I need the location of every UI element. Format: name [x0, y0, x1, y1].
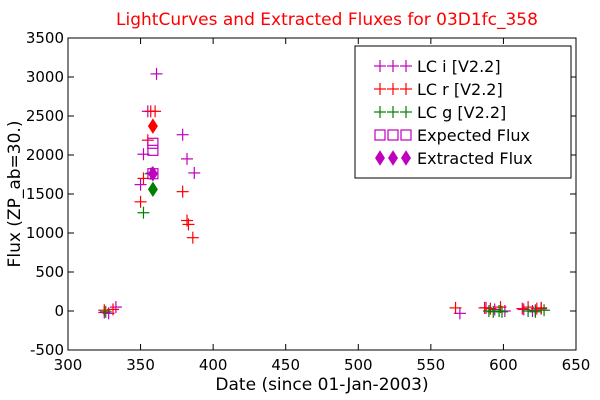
- y-axis-label: Flux (ZP_ab=30.): [5, 121, 25, 268]
- y-tick-label: 3000: [26, 68, 64, 86]
- x-tick-label: 400: [199, 356, 228, 374]
- x-tick-label: 550: [417, 356, 446, 374]
- data-point: [495, 305, 508, 318]
- data-point: [134, 195, 147, 208]
- y-axis-ticks: -500 0 500 1000 1500 2000 2500 3000 3500: [26, 29, 576, 359]
- data-point: [176, 128, 189, 141]
- legend-label: LC i [V2.2]: [417, 57, 501, 76]
- x-tick-label: 600: [489, 356, 518, 374]
- y-tick-label: 3500: [26, 29, 64, 47]
- data-point: [147, 181, 158, 198]
- data-point: [176, 185, 189, 198]
- data-point: [449, 301, 462, 314]
- legend-marker: [374, 129, 386, 141]
- data-point: [147, 137, 159, 149]
- data-point: [147, 165, 158, 182]
- legend-marker: [400, 129, 412, 141]
- data-point: [147, 118, 158, 134]
- legend-marker: [387, 83, 399, 95]
- legend-marker: [400, 60, 412, 72]
- legend-marker: [401, 150, 411, 166]
- legend-label: Extracted Flux: [417, 149, 533, 168]
- data-point: [150, 67, 163, 80]
- data-point: [529, 305, 542, 318]
- data-point: [99, 305, 112, 318]
- y-tick-label: 0: [54, 302, 64, 320]
- data-point: [149, 105, 162, 118]
- legend-marker: [375, 150, 385, 166]
- legend-marker: [388, 150, 398, 166]
- data-point: [106, 303, 119, 316]
- x-axis-ticks: 300 350 400 450 500 550 600 650: [54, 38, 591, 374]
- data-point: [98, 304, 111, 317]
- legend-marker: [400, 83, 412, 95]
- legend-marker: [374, 106, 386, 118]
- y-tick-label: 1500: [26, 185, 64, 203]
- data-point: [137, 206, 150, 219]
- y-tick-label: 500: [35, 263, 64, 281]
- legend: LC i [V2.2] LC r [V2.2] LC g [V2.2] Expecte…: [354, 45, 572, 179]
- data-points: [98, 67, 551, 320]
- x-tick-label: 450: [271, 356, 300, 374]
- data-point: [484, 302, 497, 315]
- data-point: [182, 218, 195, 231]
- x-tick-label: 650: [562, 356, 591, 374]
- legend-label: Expected Flux: [417, 126, 530, 145]
- legend-marker: [387, 106, 399, 118]
- data-point: [522, 305, 535, 317]
- data-point: [516, 302, 529, 315]
- y-tick-label: 2000: [26, 146, 64, 164]
- data-point: [538, 304, 551, 317]
- y-tick-label: 1000: [26, 224, 64, 242]
- legend-label: LC r [V2.2]: [417, 80, 503, 99]
- data-point: [188, 166, 201, 179]
- data-point: [181, 152, 194, 165]
- legend-label: LC g [V2.2]: [417, 103, 506, 122]
- data-point: [134, 178, 147, 191]
- legend-marker: [374, 83, 386, 95]
- x-tick-label: 300: [54, 356, 83, 374]
- chart-title: LightCurves and Extracted Fluxes for 03D…: [116, 10, 538, 30]
- data-point: [147, 144, 159, 156]
- legend-marker: [374, 60, 386, 72]
- x-axis-label: Date (since 01-Jan-2003): [215, 375, 428, 395]
- legend-marker: [400, 106, 412, 118]
- data-point: [109, 301, 122, 314]
- x-tick-label: 350: [126, 356, 155, 374]
- legend-marker: [387, 60, 399, 72]
- data-point: [493, 305, 506, 317]
- legend-marker: [387, 129, 399, 141]
- y-tick-label: 2500: [26, 107, 64, 125]
- data-point: [186, 231, 199, 244]
- x-tick-label: 500: [344, 356, 373, 374]
- y-tick-label: -500: [30, 341, 64, 359]
